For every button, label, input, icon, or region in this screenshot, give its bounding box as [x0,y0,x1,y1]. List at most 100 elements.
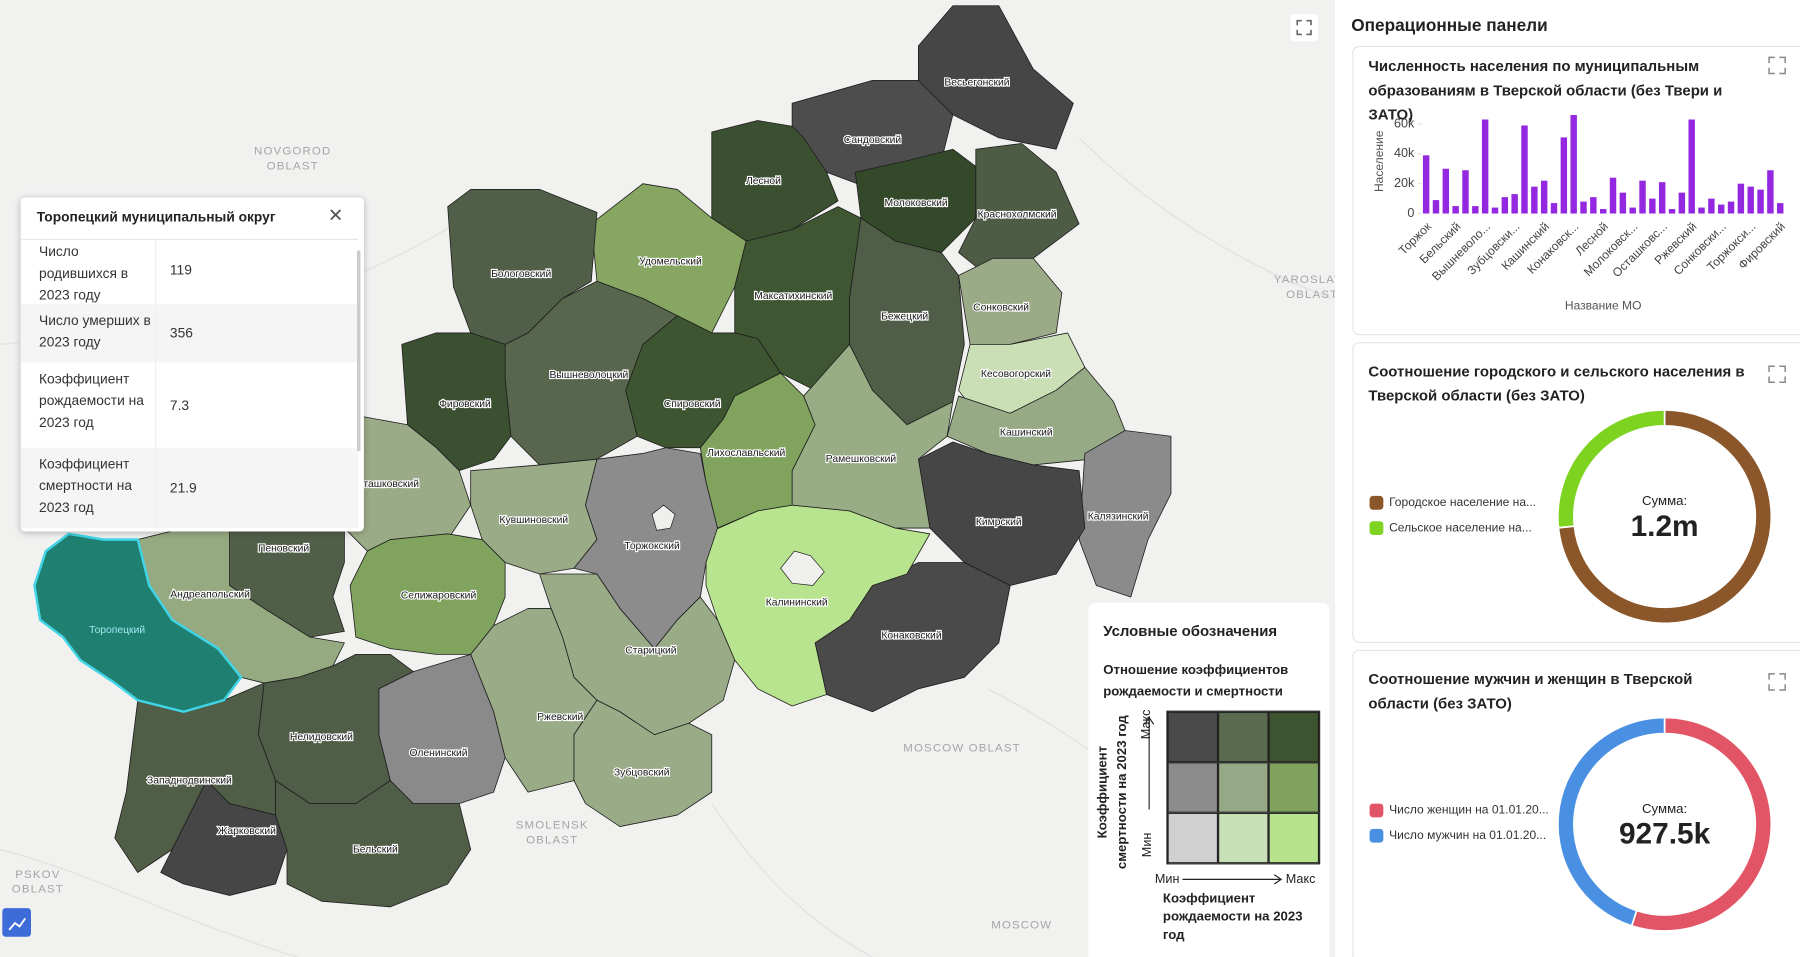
close-button[interactable]: ✕ [327,206,344,227]
row-value: 7.3 [169,396,190,413]
tooltip-title: Торопецкий муниципальный округ [36,208,276,226]
district-label: Андреапольский [170,589,250,600]
district-label: Западнодвинский [147,775,232,786]
side-panel: Операционные панели Численность населени… [1335,0,1800,957]
tooltip: Торопецкий муниципальный округ ✕ Число р… [20,197,364,532]
district-label: Молоковский [885,198,948,209]
row-label: Число умерших в 2023 году [21,304,157,363]
district-label: Торопецкий [89,625,145,636]
region-label: YAROSLAVL [1274,274,1351,286]
district-label: Жарковский [218,826,276,837]
district-label: Кесовогорский [981,369,1051,380]
road [0,848,299,957]
districts [33,5,1172,908]
legend-arrows [1144,716,1283,885]
district-label: Зубцовский [614,766,670,778]
district [275,780,472,908]
x-arrow [1182,874,1283,885]
legend-x-title: Коэффициент рождаемости на 2023 год [1162,891,1303,943]
legend-subtitle: Отношение коэффициентов рождаемости и см… [1103,663,1289,700]
region-label: SMOLENSK [516,819,589,831]
region-label: MOSCOW [991,919,1052,931]
tooltip-row: Коэффициент смертности на 2023 год 21.9 [20,447,359,529]
tooltip-table: Число родившихся в 2023 году 119 Число уме… [20,238,359,532]
legend: Условные обозначения Отношение коэффицие… [1088,602,1330,957]
lake [651,504,676,531]
panel-title: Операционные панели [1351,16,1548,36]
district-label: Бельский [353,844,398,855]
scrollbar [357,250,361,452]
district [160,780,288,896]
district-label: Кувшиновский [499,515,568,526]
district [573,699,713,827]
card-title: Соотношение мужчин и женщин в Тверской о… [1368,670,1693,712]
legend-cell [1268,762,1320,813]
region-label: NOVGOROD [254,146,331,158]
district-label: Сандовский [844,135,902,146]
legend-grid [1166,710,1321,865]
legend-x-min: Мин [1154,872,1180,887]
legend-cell [1218,812,1269,864]
region-label: OBLAST [267,160,319,172]
district-label: Оленинский [409,748,467,759]
legend-title: Условные обозначения [1103,622,1278,640]
city-tver [780,550,825,586]
district-label: Лесной [746,176,781,187]
row-value: 21.9 [169,479,197,496]
district-label: Кашинский [1000,428,1053,439]
tooltip-row: Число родившихся в 2023 году 119 [21,239,359,305]
legend-cell [1167,711,1219,763]
row-value: 356 [169,324,193,341]
district-label: Пеновский [258,543,309,554]
card: Численность населения по муниципальным о… [1352,45,1800,336]
legend-cell [1167,812,1219,864]
district [958,257,1063,345]
region-label: MOSCOW OBLAST [903,743,1021,755]
tooltip-row: Число умерших в 2023 году 356 [20,304,359,363]
district-label: Весьегонский [944,77,1009,88]
district-label: Торжокский [624,541,680,552]
district-label: Ржевский [537,712,583,723]
district-label: Осташковский [350,479,419,490]
district-label: Краснохолмский [978,209,1057,220]
selected-outline [33,532,243,713]
district-label: Нелидовский [290,732,353,743]
district-label: Калининский [766,597,828,608]
card-title: Численность населения по муниципальным о… [1368,57,1723,123]
row-label: Коэффициент рождаемости на 2023 год [21,362,157,448]
district-label: Максатихинский [754,291,832,302]
tooltip-row: Коэффициент рождаемости на 2023 год 7.3 [21,362,359,448]
row-label: Коэффициент смертности на 2023 год [21,447,157,529]
district-label: Рамешковский [826,454,897,465]
district-label: Конаковский [881,631,941,642]
rows: Число родившихся в 2023 году 119 Число уме… [20,239,359,529]
legend-cell [1167,762,1219,813]
fullscreen-button[interactable] [1290,13,1318,42]
legend-cell [1268,711,1320,763]
card-title: Соотношение городского и сельского насел… [1368,362,1745,405]
legend-x-max: Макс [1285,872,1316,887]
row-label: Число родившихся в 2023 году [21,239,157,305]
district [1078,430,1172,598]
road [1078,137,1332,300]
y-arrow [1144,716,1155,810]
legend-cell [1218,711,1269,763]
district-label: Спировский [664,399,721,410]
region-label: PSKOV [15,869,60,881]
region-label: OBLAST [12,884,64,896]
row-value: 119 [169,261,192,278]
district-label: Удомельский [639,256,702,267]
region-label: OBLAST [526,834,578,846]
district-label: Калязинский [1088,511,1149,522]
fullscreen-icon [1296,19,1312,36]
district-label: Лихославльский [707,448,785,459]
district-labels: Весьегонский Сандовский Лесной Молоковский К… [12,76,1351,931]
card: Соотношение городского и сельского насел… [1352,342,1800,643]
region-label: OBLAST [1286,289,1338,301]
district-label: Селижаровский [401,591,477,602]
district-label: Бежецкий [881,312,928,323]
district-label: Фировский [439,399,491,410]
charts-button[interactable] [2,908,31,937]
